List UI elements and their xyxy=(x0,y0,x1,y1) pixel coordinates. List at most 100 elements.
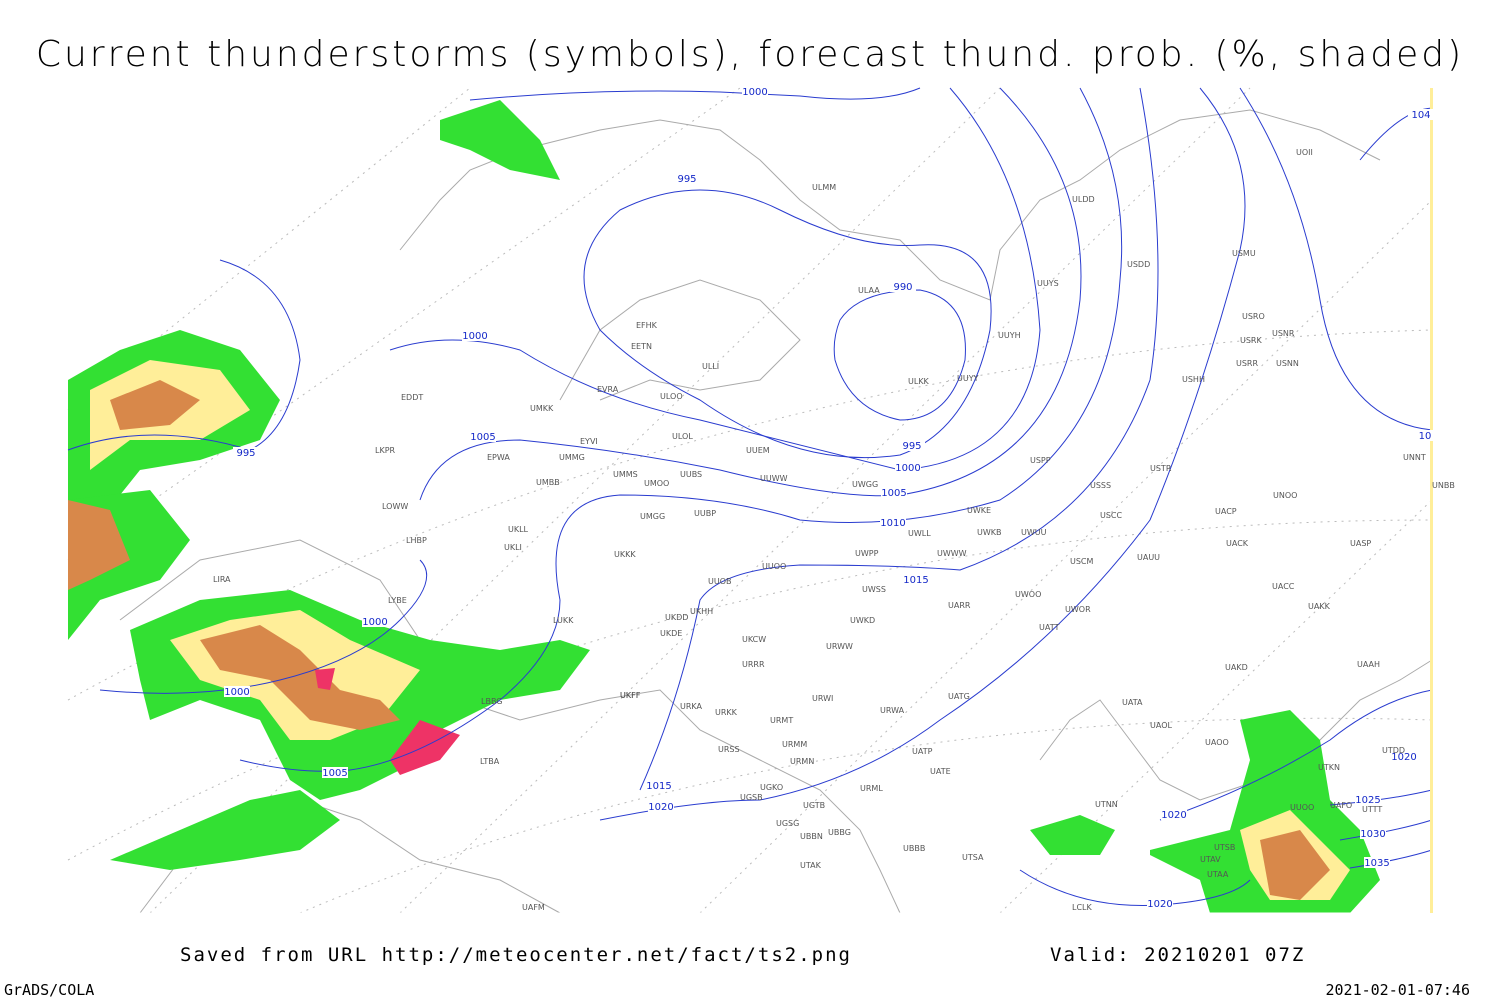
isobars xyxy=(67,87,1433,907)
isobar-label: 1010 xyxy=(880,518,905,529)
station-label: UATE xyxy=(930,767,951,776)
isobar-label: 1035 xyxy=(1364,858,1389,869)
isobar-label: 1000 xyxy=(895,463,920,474)
station-label: UUYY xyxy=(957,374,979,383)
station-label: URKA xyxy=(680,702,703,711)
station-label: UWOR xyxy=(1065,605,1091,614)
station-label: UTDD xyxy=(1382,746,1405,755)
station-label: UUOO xyxy=(762,562,786,571)
station-label: UUYH xyxy=(998,331,1021,340)
station-label: UKLL xyxy=(508,525,529,534)
isobar-label-bg xyxy=(1412,430,1438,441)
station-label: UTKN xyxy=(1318,763,1340,772)
isobar-label: 1030 xyxy=(1360,829,1385,840)
station-label: UWOO xyxy=(1015,590,1041,599)
station-label: UAFM xyxy=(522,903,545,912)
station-label: UUBP xyxy=(694,509,716,518)
station-label: URMN xyxy=(790,757,814,766)
isobar-label-bg xyxy=(1408,109,1434,120)
station-label: LOWW xyxy=(382,502,408,511)
isobar-label: 995 xyxy=(902,441,921,452)
station-label: URSS xyxy=(718,745,740,754)
station-label: UUBS xyxy=(680,470,702,479)
station-label: ULDD xyxy=(1072,195,1095,204)
isobar-label: 1000 xyxy=(742,87,767,98)
station-label: UATP xyxy=(912,747,933,756)
station-label: LCLK xyxy=(1072,903,1093,912)
isobar-label-bg xyxy=(880,517,906,528)
station-label: UAUU xyxy=(1137,553,1160,562)
isobar-label: 1005 xyxy=(881,488,906,499)
station-label: UUWW xyxy=(760,474,788,483)
station-label: LYBE xyxy=(388,596,407,605)
station-label: UMMG xyxy=(559,453,585,462)
station-label: UBBG xyxy=(828,828,851,837)
station-label: EDDT xyxy=(401,393,423,402)
station-label: URWI xyxy=(812,694,833,703)
isobar-label-bg xyxy=(648,801,674,812)
isobar-label-bg xyxy=(322,767,348,778)
isobar-label-bg xyxy=(646,780,672,791)
station-label: LKPR xyxy=(375,446,396,455)
isobar-label-bg xyxy=(1147,898,1173,909)
station-label: UKCW xyxy=(742,635,766,644)
timestamp: 2021-02-01-07:46 xyxy=(1326,981,1471,999)
station-label: UGSB xyxy=(740,793,763,802)
isobar-label-bg xyxy=(1391,751,1417,762)
valid-time: Valid: 20210201 07Z xyxy=(1050,944,1305,966)
station-label: UACK xyxy=(1226,539,1249,548)
station-label: LHBP xyxy=(406,536,427,545)
isobar-label: 1025 xyxy=(1355,795,1380,806)
station-label: USHH xyxy=(1182,375,1205,384)
station-label: USNR xyxy=(1272,329,1295,338)
station-label: UKFF xyxy=(620,691,641,700)
station-label: LTBA xyxy=(480,757,500,766)
station-label: UOII xyxy=(1296,148,1313,157)
station-label: ULOL xyxy=(672,432,693,441)
station-label: ULOO xyxy=(660,392,683,401)
station-label: UWSS xyxy=(862,585,886,594)
station-label: UATG xyxy=(948,692,970,701)
station-label: USRK xyxy=(1240,336,1262,345)
station-label: URWW xyxy=(826,642,853,651)
isobar-label-bg xyxy=(890,281,916,292)
station-label: ULAA xyxy=(858,286,880,295)
station-label: UGKO xyxy=(760,783,783,792)
isobar-label: 1015 xyxy=(646,781,671,792)
station-label: UBBB xyxy=(903,844,925,853)
station-label: UMBB xyxy=(536,478,560,487)
station-label: UTSA xyxy=(962,853,984,862)
station-label: UUYS xyxy=(1037,279,1059,288)
station-label: UWUU xyxy=(1021,528,1047,537)
station-label: USTR xyxy=(1150,464,1172,473)
station-label: ULLI xyxy=(702,362,719,371)
station-label: UMOO xyxy=(644,479,669,488)
station-label: UUOO xyxy=(1290,803,1314,812)
station-label: UTTT xyxy=(1362,805,1382,814)
station-label: USCC xyxy=(1100,511,1123,520)
station-label: USRO xyxy=(1242,312,1265,321)
station-label: URMT xyxy=(770,716,793,725)
station-label: UWLL xyxy=(908,529,931,538)
isobar-label-bg xyxy=(881,487,907,498)
station-label: UKLI xyxy=(504,543,522,552)
station-label: UTSB xyxy=(1214,843,1235,852)
station-label: UKDE xyxy=(660,629,682,638)
isobar-label-bg xyxy=(1364,857,1390,868)
basemap xyxy=(67,87,1433,914)
isobar-label: 1020 xyxy=(648,802,673,813)
station-label: UKHH xyxy=(690,607,713,616)
station-label: USPP xyxy=(1030,456,1051,465)
station-label: USNN xyxy=(1276,359,1299,368)
station-label: UNBB xyxy=(1432,481,1455,490)
station-label: UTAA xyxy=(1207,870,1229,879)
isobar-label: 1020 xyxy=(1391,752,1416,763)
station-label: UGTB xyxy=(803,801,825,810)
station-label: URWA xyxy=(880,706,905,715)
station-label: UTNN xyxy=(1095,800,1118,809)
station-label: UMKK xyxy=(530,404,554,413)
station-label: URML xyxy=(860,784,883,793)
isobar-label: 10 xyxy=(1419,431,1432,442)
station-label: UBBN xyxy=(800,832,823,841)
